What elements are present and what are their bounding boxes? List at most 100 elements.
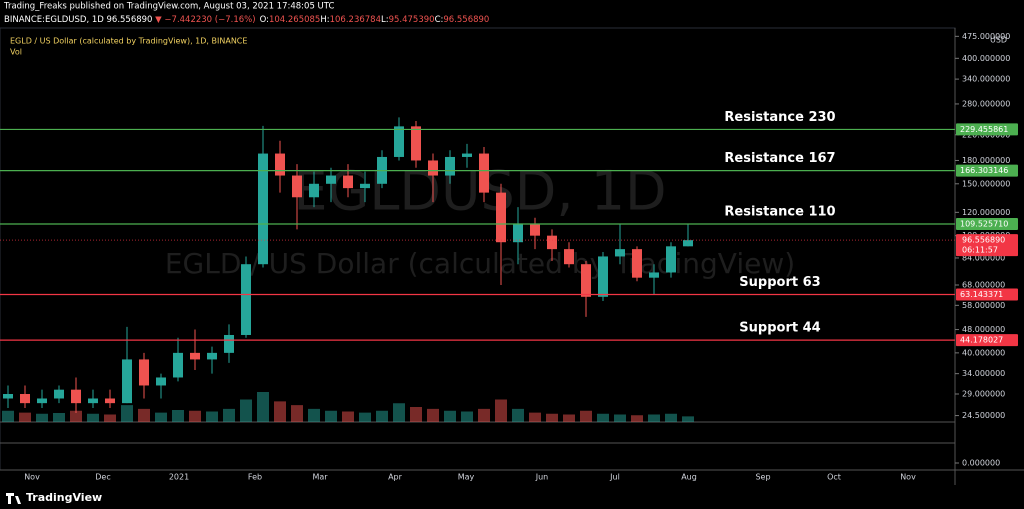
candle-body [530, 223, 540, 236]
y-tick-label: 58.000000 [962, 301, 1005, 310]
y-tick-label: 84.000000 [962, 253, 1005, 262]
candle-body [428, 160, 438, 176]
change: ▼ −7.442230 (−7.16%) [155, 15, 255, 25]
volume-bar [308, 408, 320, 422]
ohlc-key: L: [381, 15, 389, 25]
volume-bar [410, 407, 422, 422]
candle-body [445, 156, 455, 176]
volume-bar [682, 416, 694, 422]
volume-bar [19, 412, 31, 422]
volume-bar [104, 414, 116, 422]
volume-bar [240, 399, 252, 422]
volume-bar [478, 408, 490, 422]
y-tick-label: 280.000000 [962, 99, 1010, 108]
volume-bar [512, 408, 524, 422]
ohlc-value: 104.265085 [269, 15, 320, 25]
volume-bar [325, 410, 337, 422]
candle-body [326, 175, 336, 184]
last: 96.556890 [107, 15, 153, 25]
candle-body [207, 352, 217, 360]
y-tick-label: 68.000000 [962, 280, 1005, 289]
candle-body [190, 352, 200, 360]
candle-body [598, 256, 608, 297]
candle-body [343, 175, 353, 189]
candle-body [411, 126, 421, 161]
x-tick-label: Sep [755, 473, 770, 482]
candle-body [513, 223, 523, 243]
volume-bar [2, 410, 14, 422]
volume-bar [631, 415, 643, 422]
x-tick-label: Feb [248, 473, 262, 482]
volume-bar [563, 414, 575, 422]
x-tick-label: Jun [535, 473, 549, 482]
level-annotation: Resistance 167 [724, 151, 835, 166]
footer: TradingView [6, 491, 102, 504]
x-tick-label: Nov [900, 473, 916, 482]
candle-body [224, 334, 234, 353]
candle-body [37, 398, 47, 404]
volume-bar [223, 408, 235, 422]
level-price-box [956, 288, 1018, 301]
candle-body [292, 175, 302, 198]
chart-title: EGLD / US Dollar (calculated by TradingV… [10, 37, 247, 46]
volume-bar [121, 405, 133, 422]
candle-body [547, 235, 557, 250]
y-tick-label: 475.000000 [962, 32, 1010, 41]
x-tick-label: Oct [827, 473, 841, 482]
volume-bar [580, 410, 592, 422]
level-price-label: 63.143371 [960, 290, 1003, 299]
candle-body [122, 359, 132, 404]
x-tick-label: Jul [609, 473, 620, 482]
volume-bar [648, 414, 660, 422]
x-tick-label: Aug [681, 473, 697, 482]
volume-bar [529, 412, 541, 422]
candle-body [479, 153, 489, 193]
y-tick-label: 400.000000 [962, 54, 1010, 63]
last-price-box [956, 234, 1018, 257]
candle-body [360, 183, 370, 189]
x-tick-label: Apr [388, 473, 403, 482]
pane [0, 27, 956, 471]
y-tick-label: 150.000000 [962, 179, 1010, 188]
x-tick-label: Mar [312, 473, 328, 482]
y-tick-label: 180.000000 [962, 156, 1010, 165]
candle-body [173, 352, 183, 378]
y-tick-label: 0.000000 [962, 459, 1000, 468]
volume-bar [495, 399, 507, 422]
x-tick-label: May [458, 473, 475, 482]
candle-body [3, 394, 13, 399]
candle-body [54, 389, 64, 399]
volume-bar [359, 412, 371, 422]
volume-bar [597, 413, 609, 422]
level-annotation: Resistance 230 [724, 110, 835, 125]
published-line: Trading_Freaks published on TradingView.… [3, 2, 334, 12]
candle-body [275, 153, 285, 176]
level-price-label: 166.303146 [960, 166, 1008, 175]
candle-body [649, 272, 659, 278]
volume-bar [257, 392, 269, 422]
currency: USD [990, 36, 1007, 45]
volume-bar [87, 413, 99, 422]
volume-bar [461, 411, 473, 422]
symbol: BINANCE:EGLDUSD, 1D [4, 15, 104, 25]
candle-body [258, 153, 268, 265]
level-annotation: Resistance 110 [724, 205, 835, 220]
candle-body [581, 264, 591, 297]
candle-body [156, 377, 166, 386]
candle-body [564, 249, 574, 265]
volume-bar [155, 412, 167, 422]
ohlc-key: O: [260, 15, 269, 25]
logo [6, 493, 21, 504]
chart-subtitle: Vol [10, 48, 22, 57]
y-tick-label: 29.000000 [962, 390, 1005, 399]
candle-body [462, 153, 472, 157]
volume-bar [70, 410, 82, 422]
candle-body [666, 246, 676, 273]
candle-body [683, 240, 693, 247]
candle-body [241, 264, 251, 335]
candle-body [20, 394, 30, 404]
level-price-box [956, 334, 1018, 347]
volume-bar [546, 413, 558, 422]
y-tick-label: 48.000000 [962, 325, 1005, 334]
y-tick-label: 340.000000 [962, 75, 1010, 84]
